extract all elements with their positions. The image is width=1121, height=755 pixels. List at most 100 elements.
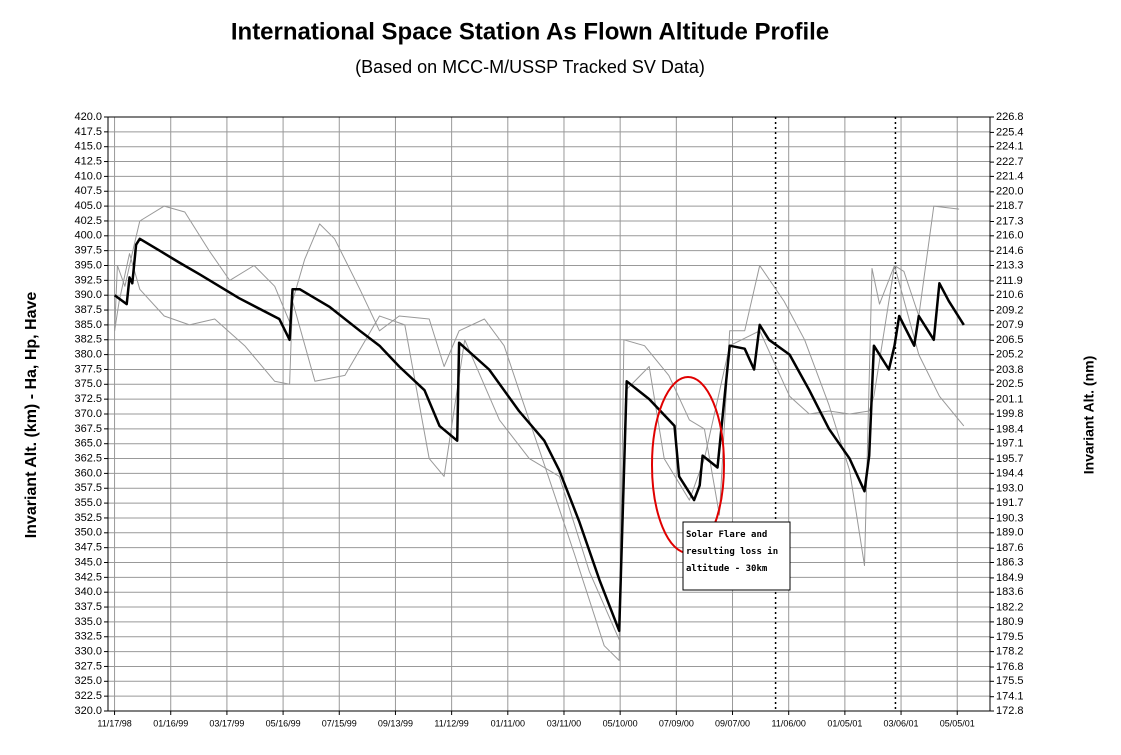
y2-tick-label: 205.2	[996, 349, 1024, 361]
y-tick-label: 397.5	[74, 245, 102, 257]
y-tick-label: 405.0	[74, 200, 102, 212]
x-tick-label: 03/11/00	[547, 718, 581, 728]
y-tick-label: 362.5	[74, 452, 102, 464]
y2-tick-label: 172.8	[996, 705, 1024, 717]
y2-tick-label: 225.4	[996, 126, 1024, 138]
y2-tick-label: 209.2	[996, 305, 1024, 317]
y2-tick-label: 193.0	[996, 483, 1024, 495]
annotation-box	[682, 521, 791, 591]
y-tick-label: 350.0	[74, 527, 102, 539]
y2-tick-label: 182.2	[996, 602, 1024, 614]
x-tick-label: 05/10/00	[603, 718, 638, 728]
y-tick-label: 335.0	[74, 616, 102, 628]
y2-tick-label: 217.3	[996, 215, 1024, 227]
y-tick-label: 420.0	[74, 111, 102, 123]
y-tick-label: 377.5	[74, 363, 102, 375]
y-tick-label: 382.5	[74, 334, 102, 346]
y2-tick-label: 216.0	[996, 230, 1024, 242]
y2-tick-label: 210.6	[996, 289, 1024, 301]
y-tick-label: 395.0	[74, 259, 102, 271]
x-tick-label: 03/06/01	[884, 718, 919, 728]
y2-tick-label: 203.8	[996, 364, 1024, 376]
y-tick-label: 412.5	[74, 155, 102, 167]
y-tick-label: 355.0	[74, 497, 102, 509]
y-tick-label: 417.5	[74, 126, 102, 138]
annotation-wrap: Solar Flare and resulting loss in altitu…	[686, 530, 779, 574]
y-tick-label: 372.5	[74, 393, 102, 405]
x-tick-label: 11/17/98	[97, 718, 131, 728]
y2-tick-label: 189.0	[996, 527, 1024, 539]
y2-tick-label: 211.9	[996, 275, 1023, 287]
y2-tick-label: 195.7	[996, 453, 1024, 465]
y-tick-label: 375.0	[74, 378, 102, 390]
x-tick-label: 11/06/00	[772, 718, 806, 728]
y2-tick-label: 194.4	[996, 467, 1024, 479]
grid	[108, 116, 990, 712]
y2-tick-label: 179.5	[996, 631, 1024, 643]
y-tick-label: 380.0	[74, 349, 102, 361]
x-tick-label: 05/16/99	[266, 718, 301, 728]
y2-tick-label: 202.5	[996, 378, 1024, 390]
x-tick-label: 03/17/99	[209, 718, 244, 728]
y2-tick-label: 224.1	[996, 141, 1024, 153]
y2-tick-label: 187.6	[996, 542, 1024, 554]
series-line	[113, 237, 965, 633]
y-tick-label: 342.5	[74, 571, 102, 583]
y-tick-label: 340.0	[74, 586, 102, 598]
plot-area	[113, 205, 965, 661]
y2-tick-label: 220.0	[996, 186, 1024, 198]
y2-tick-label: 207.9	[996, 319, 1024, 331]
x-tick-label: 05/05/01	[940, 718, 975, 728]
x-tick-label: 09/13/99	[378, 718, 413, 728]
y-tick-label: 365.0	[74, 438, 102, 450]
chart-subtitle: (Based on MCC-M/USSP Tracked SV Data)	[355, 57, 705, 77]
x-tick-label: 07/15/99	[322, 718, 357, 728]
y-tick-label: 345.0	[74, 556, 102, 568]
y-tick-label: 332.5	[74, 631, 102, 643]
y-tick-label: 385.0	[74, 319, 102, 331]
y-tick-label: 347.5	[74, 542, 102, 554]
y-tick-label: 392.5	[74, 274, 102, 286]
y-tick-label: 410.0	[74, 170, 102, 182]
y2-tick-label: 175.5	[996, 675, 1024, 687]
y2-tick-label: 226.8	[996, 111, 1024, 123]
y-tick-label: 337.5	[74, 601, 102, 613]
y-tick-label: 325.0	[74, 675, 102, 687]
y-tick-label: 387.5	[74, 304, 102, 316]
y2-tick-label: 180.9	[996, 616, 1024, 628]
y2-tick-label: 222.7	[996, 156, 1024, 168]
x-tick-label: 07/09/00	[659, 718, 694, 728]
y2-tick-label: 197.1	[996, 438, 1024, 450]
y-tick-label: 360.0	[74, 467, 102, 479]
x-tick-label: 01/05/01	[827, 718, 862, 728]
annotation: Solar Flare and resulting loss in altitu…	[686, 530, 779, 574]
y-tick-label: 390.0	[74, 289, 102, 301]
y2-tick-label: 186.3	[996, 556, 1024, 568]
y-tick-label: 402.5	[74, 215, 102, 227]
y2-tick-label: 174.1	[996, 691, 1024, 703]
y2-tick-label: 190.3	[996, 512, 1024, 524]
y2-tick-label: 178.2	[996, 646, 1024, 658]
y2-tick-label: 199.8	[996, 408, 1024, 420]
y-tick-label: 415.0	[74, 141, 102, 153]
y-tick-label: 357.5	[74, 482, 102, 494]
y-tick-label: 322.5	[74, 690, 102, 702]
y-tick-label: 327.5	[74, 660, 102, 672]
chart-title: International Space Station As Flown Alt…	[231, 18, 829, 45]
y2-tick-label: 221.4	[996, 170, 1024, 182]
y2-tick-label: 214.6	[996, 245, 1024, 257]
y2-tick-label: 213.3	[996, 259, 1024, 271]
y2-tick-label: 218.7	[996, 200, 1024, 212]
y2-axis-title: Invariant Alt. (nm)	[1081, 356, 1097, 475]
x-tick-label: 01/16/99	[153, 718, 188, 728]
y-tick-label: 370.0	[74, 408, 102, 420]
x-tick-label: 09/07/00	[715, 718, 750, 728]
y2-tick-label: 191.7	[996, 497, 1024, 509]
y2-tick-label: 183.6	[996, 586, 1024, 598]
y-tick-label: 407.5	[74, 185, 102, 197]
y-tick-label: 367.5	[74, 423, 102, 435]
y2-tick-label: 201.1	[996, 394, 1024, 406]
series-line	[114, 253, 965, 641]
x-tick-label: 11/12/99	[434, 718, 468, 728]
